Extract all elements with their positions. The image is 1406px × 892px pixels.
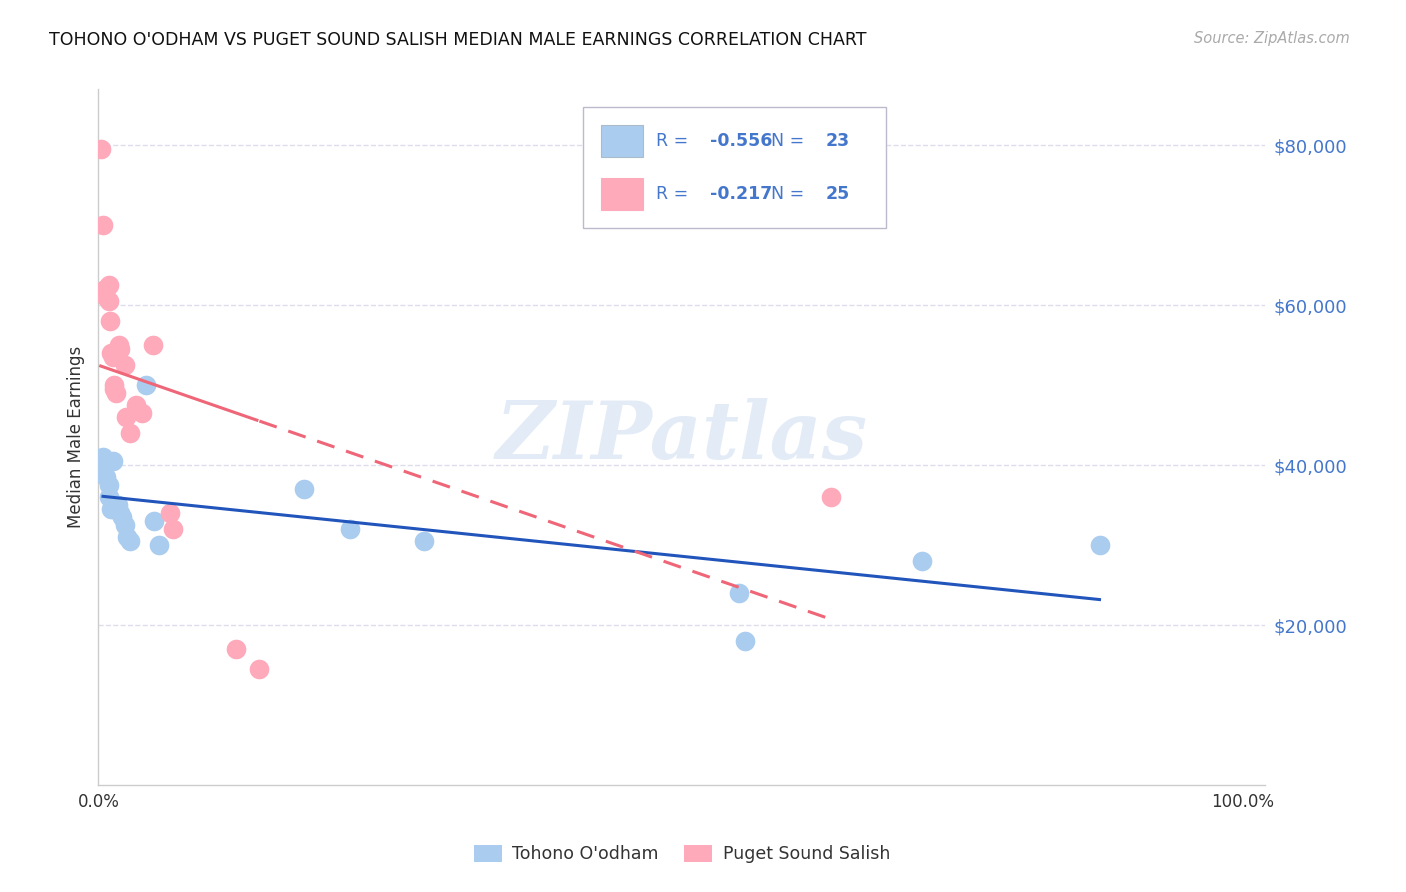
Text: N =: N = xyxy=(770,186,810,203)
Point xyxy=(120,426,142,441)
Text: Source: ZipAtlas.com: Source: ZipAtlas.com xyxy=(1194,31,1350,46)
Point xyxy=(162,522,184,536)
Point xyxy=(97,490,120,504)
Point xyxy=(114,358,136,372)
Point xyxy=(115,410,138,425)
Point xyxy=(225,642,247,657)
Point xyxy=(108,338,131,352)
Point xyxy=(91,450,114,464)
Point xyxy=(148,538,170,552)
Text: TOHONO O'ODHAM VS PUGET SOUND SALISH MEDIAN MALE EARNINGS CORRELATION CHART: TOHONO O'ODHAM VS PUGET SOUND SALISH MED… xyxy=(49,31,866,49)
Text: -0.556: -0.556 xyxy=(710,132,772,150)
Point xyxy=(111,510,134,524)
Text: -0.217: -0.217 xyxy=(710,186,772,203)
Point xyxy=(96,470,118,484)
Point xyxy=(103,454,125,468)
Point xyxy=(131,406,153,420)
Point xyxy=(292,482,315,496)
Point xyxy=(94,282,117,296)
Point xyxy=(115,530,138,544)
Point xyxy=(734,634,756,648)
Text: 23: 23 xyxy=(825,132,849,150)
Point xyxy=(96,290,118,304)
Point xyxy=(100,502,122,516)
Point xyxy=(103,382,125,396)
Point xyxy=(108,342,131,356)
Point xyxy=(91,466,114,480)
Point xyxy=(97,478,120,492)
Point xyxy=(97,278,120,293)
Point xyxy=(104,386,127,401)
Point xyxy=(114,518,136,533)
Point xyxy=(90,142,112,156)
Point xyxy=(103,378,125,392)
Point xyxy=(820,490,842,504)
Point xyxy=(159,506,181,520)
Point xyxy=(911,554,934,568)
Point xyxy=(108,506,131,520)
Text: R =: R = xyxy=(655,132,693,150)
Point xyxy=(98,314,121,328)
Legend: Tohono O'odham, Puget Sound Salish: Tohono O'odham, Puget Sound Salish xyxy=(467,838,897,871)
Point xyxy=(107,498,129,512)
Point xyxy=(91,218,114,232)
Point xyxy=(339,522,361,536)
Point xyxy=(728,586,751,600)
Text: R =: R = xyxy=(655,186,693,203)
Point xyxy=(1088,538,1111,552)
Y-axis label: Median Male Earnings: Median Male Earnings xyxy=(66,346,84,528)
Text: N =: N = xyxy=(770,132,810,150)
Point xyxy=(413,534,436,549)
Point xyxy=(142,338,165,352)
Point xyxy=(135,378,157,392)
Text: 25: 25 xyxy=(825,186,849,203)
Point xyxy=(100,346,122,360)
Point xyxy=(125,398,148,412)
Point xyxy=(103,350,125,364)
Point xyxy=(120,534,142,549)
Text: ZIPatlas: ZIPatlas xyxy=(496,399,868,475)
Point xyxy=(247,662,270,676)
Point xyxy=(97,294,120,309)
Point xyxy=(143,514,166,528)
